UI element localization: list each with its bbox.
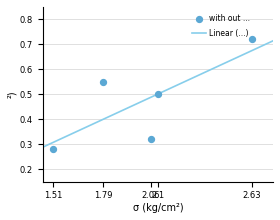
- X-axis label: σ (kg/cm²): σ (kg/cm²): [132, 203, 183, 213]
- Y-axis label: ²): ²): [7, 90, 17, 98]
- Legend: with out ..., Linear (...): with out ..., Linear (...): [189, 11, 253, 41]
- Linear (...): [50, 142, 54, 144]
- Linear (...): [41, 146, 44, 149]
- with out ...: [51, 147, 55, 151]
- Linear (...): [260, 45, 263, 48]
- with out ...: [156, 92, 160, 96]
- with out ...: [101, 80, 105, 84]
- Linear (...): [102, 117, 106, 120]
- Linear (...): [55, 139, 58, 142]
- Line: Linear (...): Linear (...): [43, 41, 273, 147]
- Linear (...): [252, 49, 255, 51]
- Linear (...): [84, 126, 87, 129]
- with out ...: [249, 38, 254, 41]
- Linear (...): [271, 40, 275, 42]
- with out ...: [149, 137, 153, 141]
